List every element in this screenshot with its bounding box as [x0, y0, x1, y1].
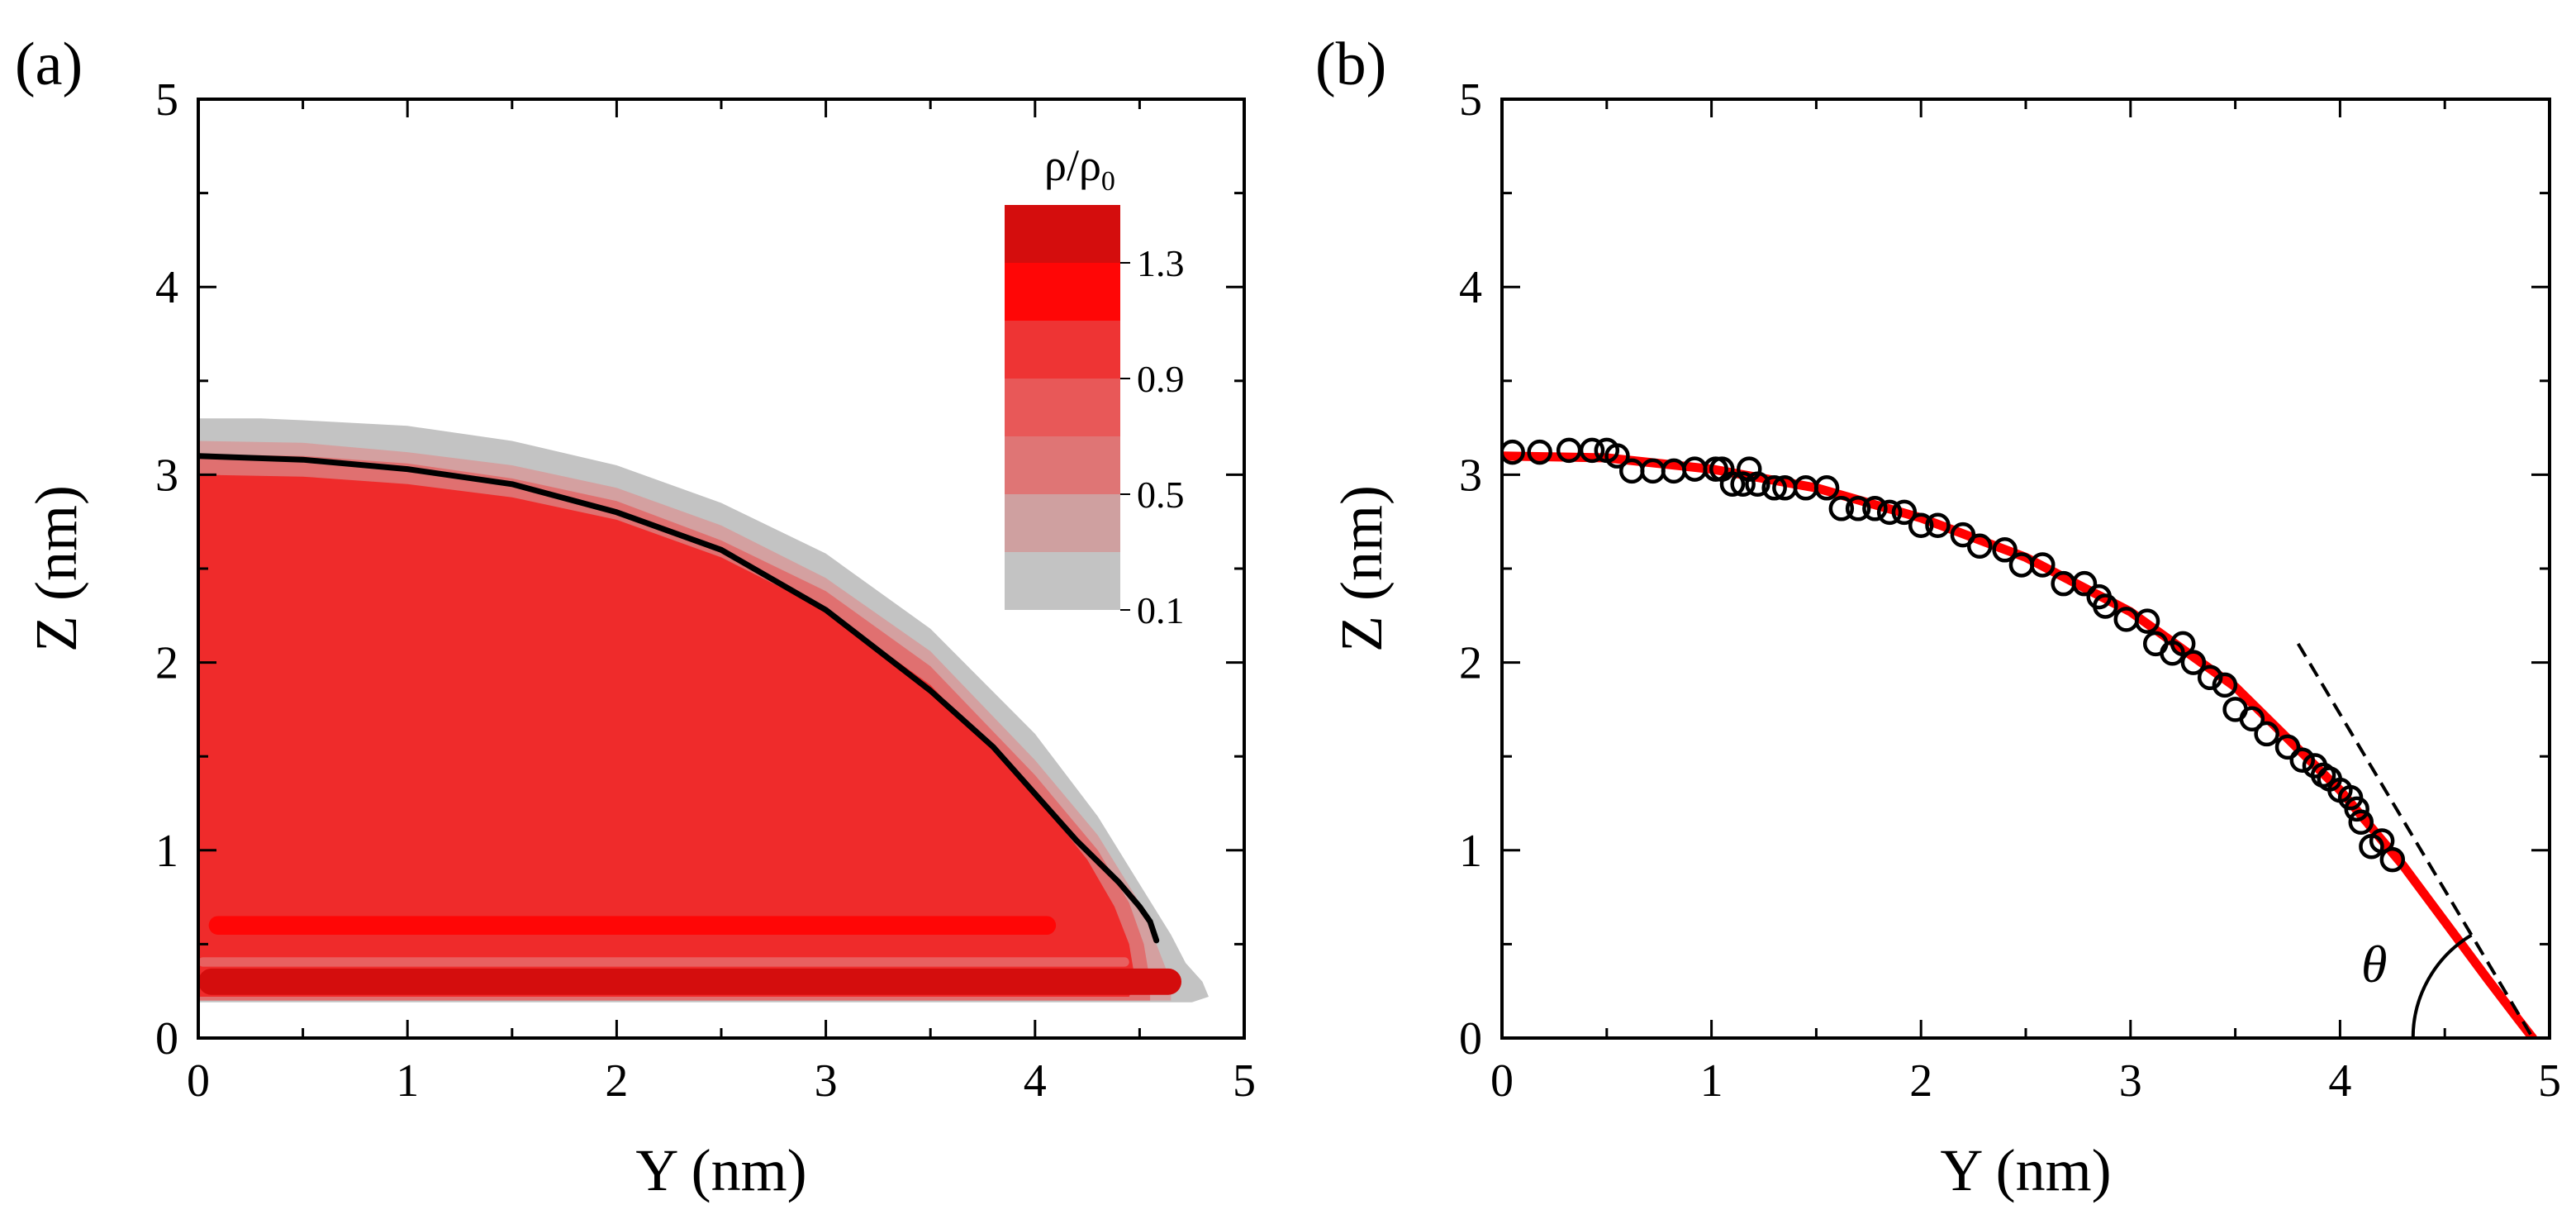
panel-a-y-tick-label: 4: [155, 262, 178, 313]
interface-point: [1925, 512, 1951, 538]
panel-b-y-tick-label: 4: [1459, 262, 1482, 313]
interface-point: [1862, 496, 1888, 522]
panel-a-ticks: 0 1 2 3 4 5 0 1 2 3 4 5: [155, 74, 1256, 1107]
panel-b-ticks: 0 1 2 3 4 5 0 1 2 3 4 5: [1459, 74, 2561, 1107]
panel-b-x-tick-label: 2: [1909, 1055, 1932, 1107]
colorbar-tick-label: 0.1: [1137, 589, 1185, 631]
interface-point: [1761, 475, 1787, 501]
interface-point: [1502, 439, 1525, 465]
interface-point: [1730, 471, 1756, 498]
interface-point: [1745, 471, 1770, 498]
panel-a-x-tick-label: 4: [1024, 1055, 1047, 1107]
interface-point: [2170, 631, 2196, 657]
interface-point: [2348, 809, 2374, 835]
panel-a-x-tick-label: 5: [1233, 1055, 1256, 1107]
panel-b-frame: [1500, 98, 2551, 1040]
panel-b-x-axis-label: Y (nm): [1940, 1137, 2111, 1203]
interface-point: [1527, 439, 1552, 465]
panel-b-y-tick-label: 0: [1459, 1013, 1482, 1064]
interface-point: [2379, 846, 2406, 873]
panel-a-x-tick-label: 2: [605, 1055, 628, 1107]
interface-isoline: [198, 453, 1160, 944]
panel-b-y-tick-label: 3: [1459, 450, 1482, 501]
panel-a-plot-area: [198, 418, 1209, 1003]
density-layer-band: [208, 916, 1057, 936]
density-layer-band: [198, 957, 1129, 967]
interface-point: [1950, 522, 1976, 548]
colorbar-segment: [1005, 436, 1120, 494]
interface-point: [2093, 593, 2118, 619]
panel-b-y-tick-label: 1: [1459, 826, 1482, 877]
contact-angle-label: θ: [2361, 935, 2387, 993]
colorbar-segment: [1005, 494, 1120, 552]
colorbar-tick-label: 0.5: [1137, 474, 1185, 516]
panel-a-y-tick-label: 3: [155, 450, 178, 501]
interface-point: [1828, 496, 1855, 522]
colorbar-tick-label: 0.9: [1137, 358, 1185, 400]
panel-b-plot-area: [1502, 437, 2538, 1038]
interface-point: [2344, 796, 2369, 822]
density-contour: [198, 474, 1136, 997]
colorbar-segment: [1005, 205, 1120, 263]
tangent-line: [2296, 642, 2535, 1038]
contact-angle-arc: [2411, 933, 2473, 1038]
interface-point: [2254, 721, 2279, 747]
interface-point: [2030, 552, 2056, 578]
interface-point: [1891, 499, 1918, 526]
interface-point: [1845, 496, 1871, 522]
interface-point: [1719, 471, 1746, 498]
interface-point: [1813, 475, 1840, 501]
interface-point: [1604, 443, 1630, 469]
interface-point: [1579, 437, 1605, 464]
interface-point: [2274, 734, 2301, 760]
panel-a-x-tick-label: 1: [396, 1055, 419, 1107]
colorbar-segment: [1005, 379, 1120, 436]
interface-point: [2197, 664, 2223, 691]
colorbar-tick-label: 1.3: [1137, 242, 1185, 284]
interface-point: [1966, 533, 1993, 559]
colorbar-title-subscript: 0: [1101, 166, 1115, 197]
interface-point: [2239, 706, 2265, 732]
colorbar-title-main: ρ/ρ: [1044, 140, 1101, 190]
interface-point: [1992, 537, 2018, 563]
panel-b-x-tick-label: 3: [2119, 1055, 2142, 1107]
interface-point: [1876, 499, 1903, 526]
colorbar-segment: [1005, 321, 1120, 379]
colorbar-segment: [1005, 552, 1120, 610]
panel-a: (a) 0 1 2 3 4 5 0 1 2 3 4 5 Y (nm) Z (nm) 1.3 0.9 0.5…: [15, 31, 1256, 1203]
colorbar-segment: [1005, 263, 1120, 321]
interface-point: [2369, 828, 2395, 854]
panel-b-x-tick-label: 1: [1700, 1055, 1723, 1107]
interface-point: [2180, 650, 2207, 675]
panel-a-y-axis-label: Z (nm): [23, 485, 89, 652]
panel-a-y-tick-label: 2: [155, 638, 178, 689]
panel-a-x-tick-label: 0: [187, 1055, 210, 1107]
panel-a-y-tick-label: 5: [155, 74, 178, 126]
interface-point: [1908, 512, 1934, 538]
panel-a-y-tick-label: 1: [155, 826, 178, 877]
panel-a-label: (a): [15, 31, 83, 98]
panel-b-x-tick-label: 5: [2538, 1055, 2561, 1107]
panel-b: (b) 0 1 2 3 4 5 0 1 2 3 4 5 Y (nm) Z (nm) θ: [1315, 31, 2561, 1203]
panel-b-y-axis-label: Z (nm): [1328, 485, 1395, 652]
colorbar-title: ρ/ρ0: [1044, 140, 1115, 197]
panel-b-label: (b): [1315, 31, 1386, 98]
panel-b-x-tick-label: 4: [2328, 1055, 2351, 1107]
interface-point: [2134, 608, 2160, 634]
panel-a-x-tick-label: 3: [815, 1055, 838, 1107]
panel-a-y-tick-label: 0: [155, 1013, 178, 1064]
density-layer-band: [198, 968, 1182, 995]
panel-b-y-tick-label: 5: [1459, 74, 1482, 126]
panel-a-x-axis-label: Y (nm): [635, 1137, 806, 1203]
interface-point: [2212, 672, 2238, 698]
panel-b-y-tick-label: 2: [1459, 638, 1482, 689]
panel-b-x-tick-label: 0: [1490, 1055, 1514, 1107]
interface-point: [2289, 747, 2316, 773]
colorbar: 1.3 0.9 0.5 0.1: [1005, 205, 1185, 631]
interface-point: [2071, 570, 2098, 597]
